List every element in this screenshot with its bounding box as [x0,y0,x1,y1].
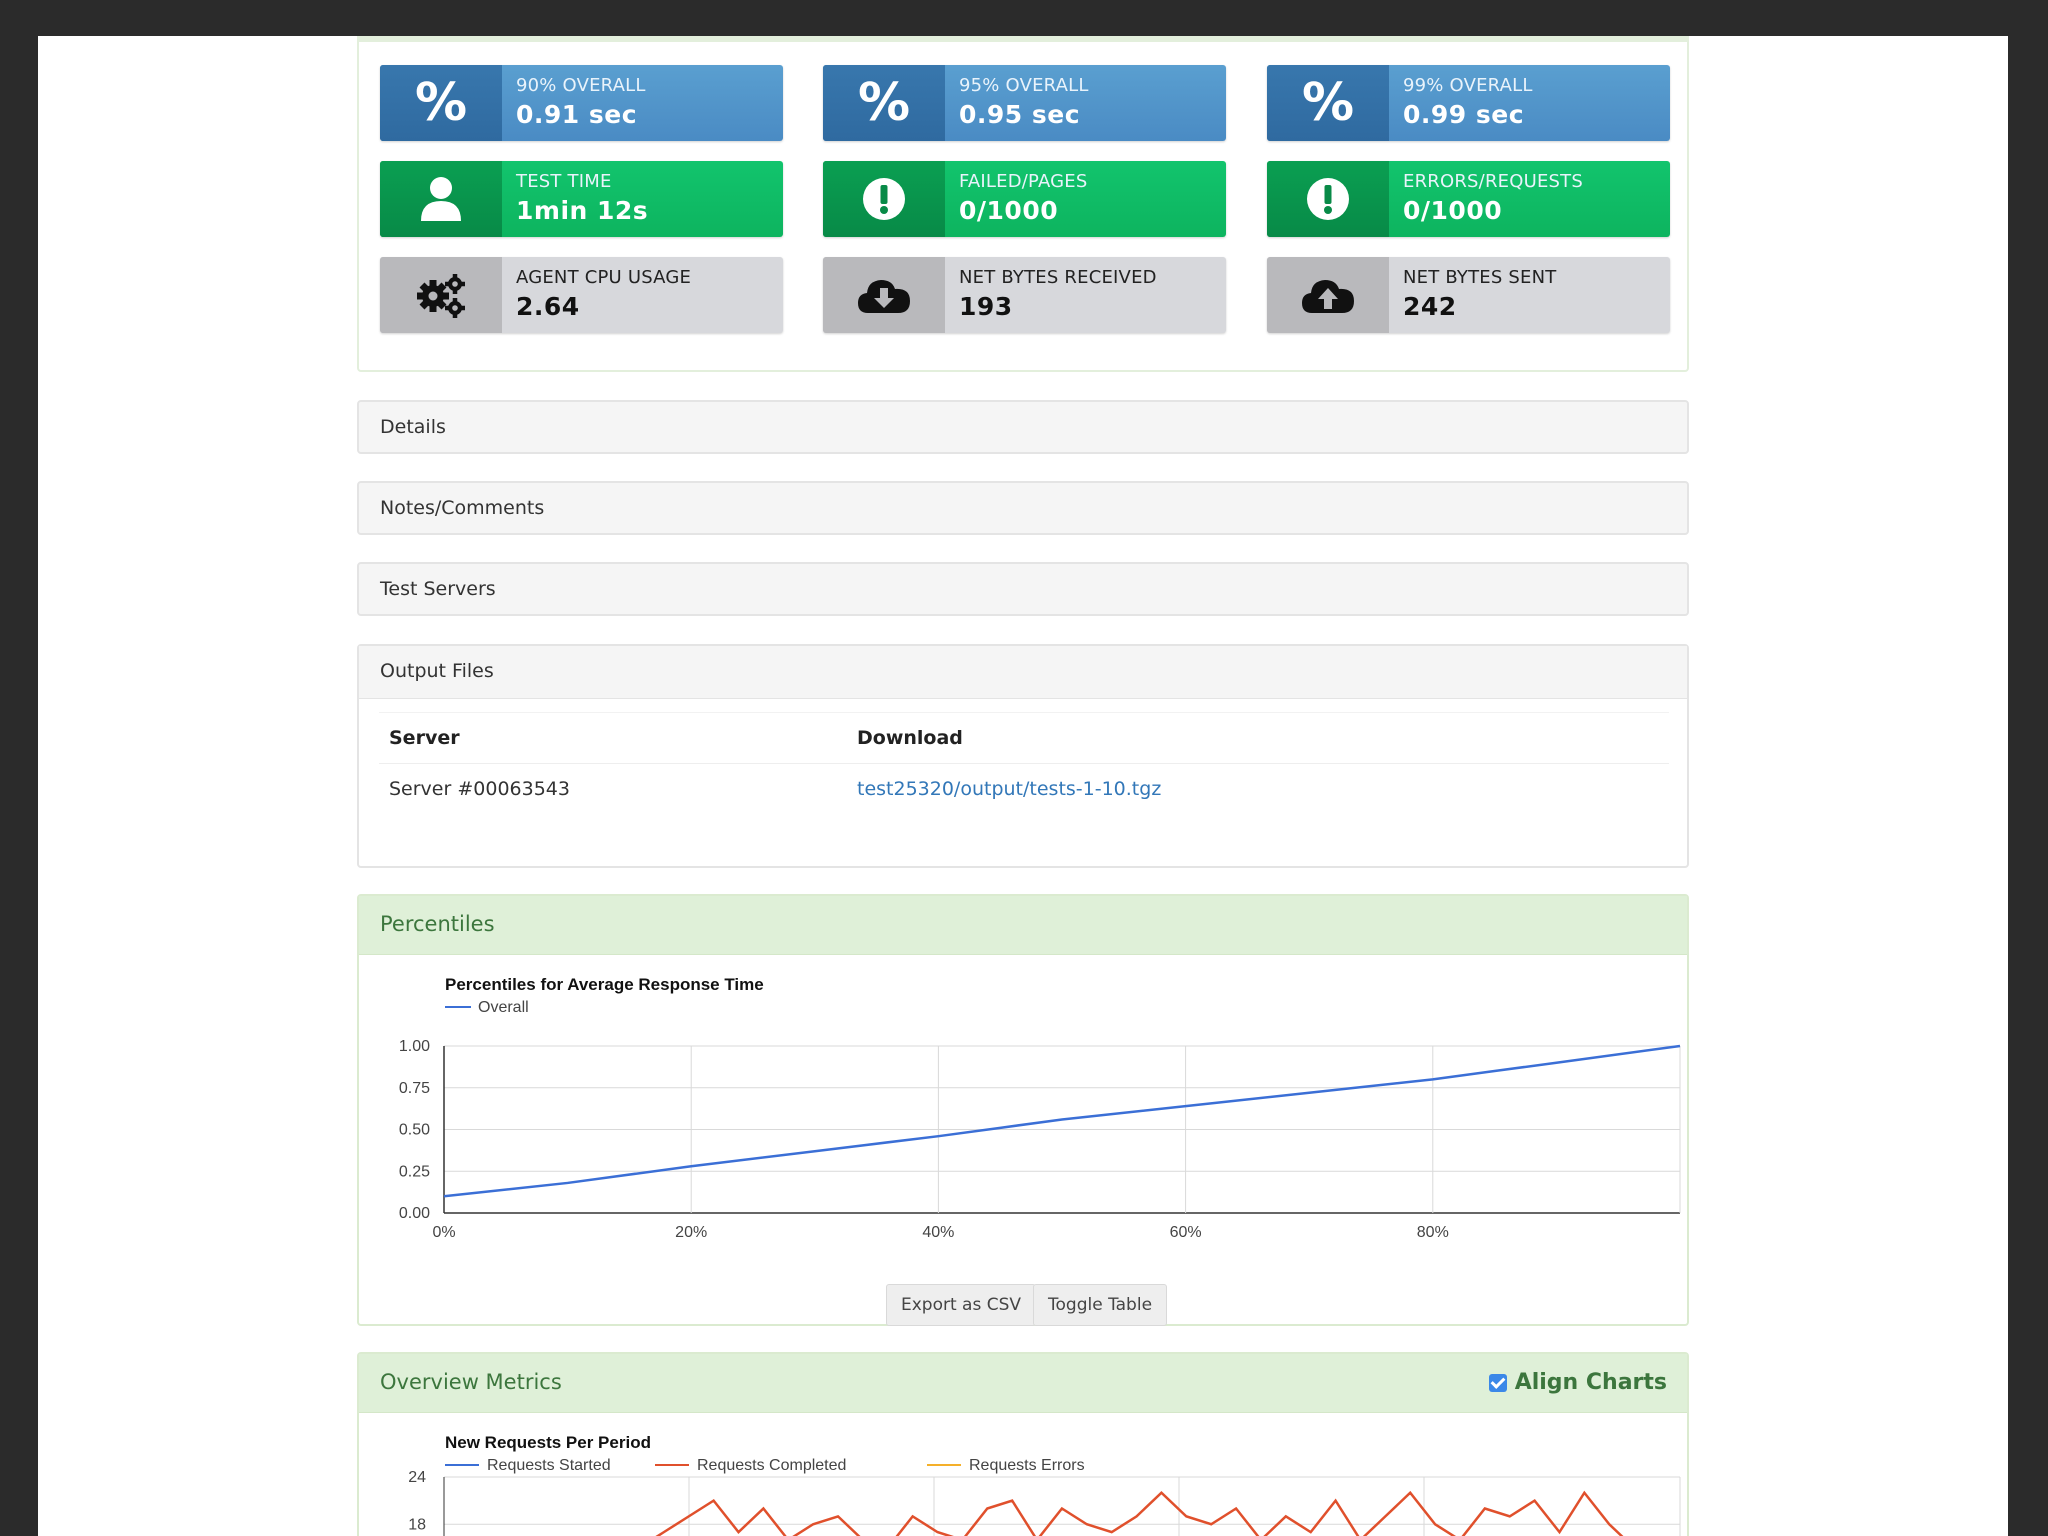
stat-label: 99% OVERALL [1403,75,1533,96]
stat-tile-net-bytes-received: NET BYTES RECEIVED 193 [823,257,1226,333]
x-tick-label: 60% [1170,1224,1202,1241]
notes-panel-title: Notes/Comments [380,497,545,519]
percentiles-panel-title: Percentiles [380,912,495,936]
new-requests-chart: New Requests Per Period Requests Started R… [408,1433,1681,1536]
column-header-download: Download [857,727,963,749]
stat-tile-net-bytes-sent: NET BYTES SENT 242 [1267,257,1670,333]
y-tick-label: 0.00 [399,1205,430,1222]
stat-value: 0/1000 [959,196,1059,225]
stat-label: 95% OVERALL [959,75,1089,96]
series-line-requests-completed [655,1490,1624,1536]
summary-stats-panel: % 90% OVERALL 0.91 sec% 95% OVERALL 0.95 sec… [357,36,1689,372]
toggle-table-button[interactable]: Toggle Table [1033,1284,1168,1326]
y-tick-label: 24 [408,1469,426,1486]
details-panel-header[interactable]: Details [357,400,1689,454]
test-servers-panel-title: Test Servers [380,578,496,600]
stat-value: 0/1000 [1403,196,1503,225]
table-row: Server #00063543 test25320/output/tests-… [379,763,1669,814]
y-tick-label: 1.00 [399,1038,430,1055]
chart-title: Percentiles for Average Response Time [445,975,764,994]
stat-label: NET BYTES RECEIVED [959,267,1157,288]
server-cell: Server #00063543 [389,778,570,800]
align-charts-toggle[interactable]: Align Charts [1488,1370,1667,1395]
align-charts-checkbox[interactable] [1488,1373,1507,1392]
legend-label-overall: Overall [478,999,529,1016]
stat-label: NET BYTES SENT [1403,267,1557,288]
exclamation-icon [1267,161,1389,237]
overview-metrics-panel-header: Overview Metrics Align Charts [359,1354,1687,1413]
export-csv-button[interactable]: Export as CSV [886,1284,1037,1326]
stat-value: 242 [1403,292,1457,321]
exclamation-icon [823,161,945,237]
stat-tile-90-overall: % 90% OVERALL 0.91 sec [380,65,783,141]
stat-tile-agent-cpu-usage: AGENT CPU USAGE 2.64 [380,257,783,333]
stat-label: ERRORS/REQUESTS [1403,171,1583,192]
stat-value: 0.95 sec [959,100,1081,129]
percent-icon: % [380,65,502,141]
stat-label: 90% OVERALL [516,75,646,96]
series-line-overall [443,1044,1681,1198]
legend-label-requests-errors: Requests Errors [969,1457,1085,1474]
download-link[interactable]: test25320/output/tests-1-10.tgz [857,778,1162,800]
chart-title: New Requests Per Period [445,1433,651,1452]
percentiles-panel: Percentiles Percentiles for Average Resp… [357,894,1689,1326]
legend-label-requests-completed: Requests Completed [697,1457,846,1474]
output-files-panel-header[interactable]: Output Files [359,646,1687,699]
x-tick-label: 40% [922,1224,954,1241]
output-files-panel: Output Files Server Download Server #000… [357,644,1689,868]
gears-icon [380,257,502,333]
stat-value: 2.64 [516,292,580,321]
stat-label: FAILED/PAGES [959,171,1088,192]
user-icon [380,161,502,237]
legend-label-requests-started: Requests Started [487,1457,611,1474]
percent-icon: % [823,65,945,141]
stat-value: 1min 12s [516,196,649,225]
stat-tile-test-time: TEST TIME 1min 12s [380,161,783,237]
stat-value: 193 [959,292,1013,321]
stat-tile-failed-pages: FAILED/PAGES 0/1000 [823,161,1226,237]
x-tick-label: 20% [675,1224,707,1241]
y-tick-label: 0.75 [399,1080,430,1097]
percentiles-chart: Percentiles for Average Response Time Ove… [399,975,1681,1241]
stat-label: AGENT CPU USAGE [516,267,692,288]
table-header-row: Server Download [379,712,1669,763]
percentiles-panel-header[interactable]: Percentiles [359,896,1687,955]
notes-panel-header[interactable]: Notes/Comments [357,481,1689,535]
cloud-download-icon [823,257,945,333]
percent-icon: % [1267,65,1389,141]
y-tick-label: 0.25 [399,1163,430,1180]
details-panel-title: Details [380,416,446,438]
overview-metrics-panel-title: Overview Metrics [380,1370,562,1394]
overview-metrics-panel: Overview Metrics Align Charts New Reques… [357,1352,1689,1536]
column-header-server: Server [389,727,460,749]
output-files-table: Server Download Server #00063543 test253… [379,712,1669,814]
output-files-panel-title: Output Files [380,660,494,682]
stat-value: 0.91 sec [516,100,638,129]
stat-tile-99-overall: % 99% OVERALL 0.99 sec [1267,65,1670,141]
report-page: % 90% OVERALL 0.91 sec% 95% OVERALL 0.95 sec… [38,36,2008,1536]
y-tick-label: 18 [408,1516,426,1533]
test-servers-panel-header[interactable]: Test Servers [357,562,1689,616]
stat-label: TEST TIME [516,171,612,192]
align-charts-label: Align Charts [1514,1370,1667,1395]
y-tick-label: 0.50 [399,1122,430,1139]
x-tick-label: 80% [1417,1224,1449,1241]
stat-tile-95-overall: % 95% OVERALL 0.95 sec [823,65,1226,141]
stat-tile-errors-requests: ERRORS/REQUESTS 0/1000 [1267,161,1670,237]
x-tick-label: 0% [432,1224,455,1241]
cloud-upload-icon [1267,257,1389,333]
stat-value: 0.99 sec [1403,100,1525,129]
